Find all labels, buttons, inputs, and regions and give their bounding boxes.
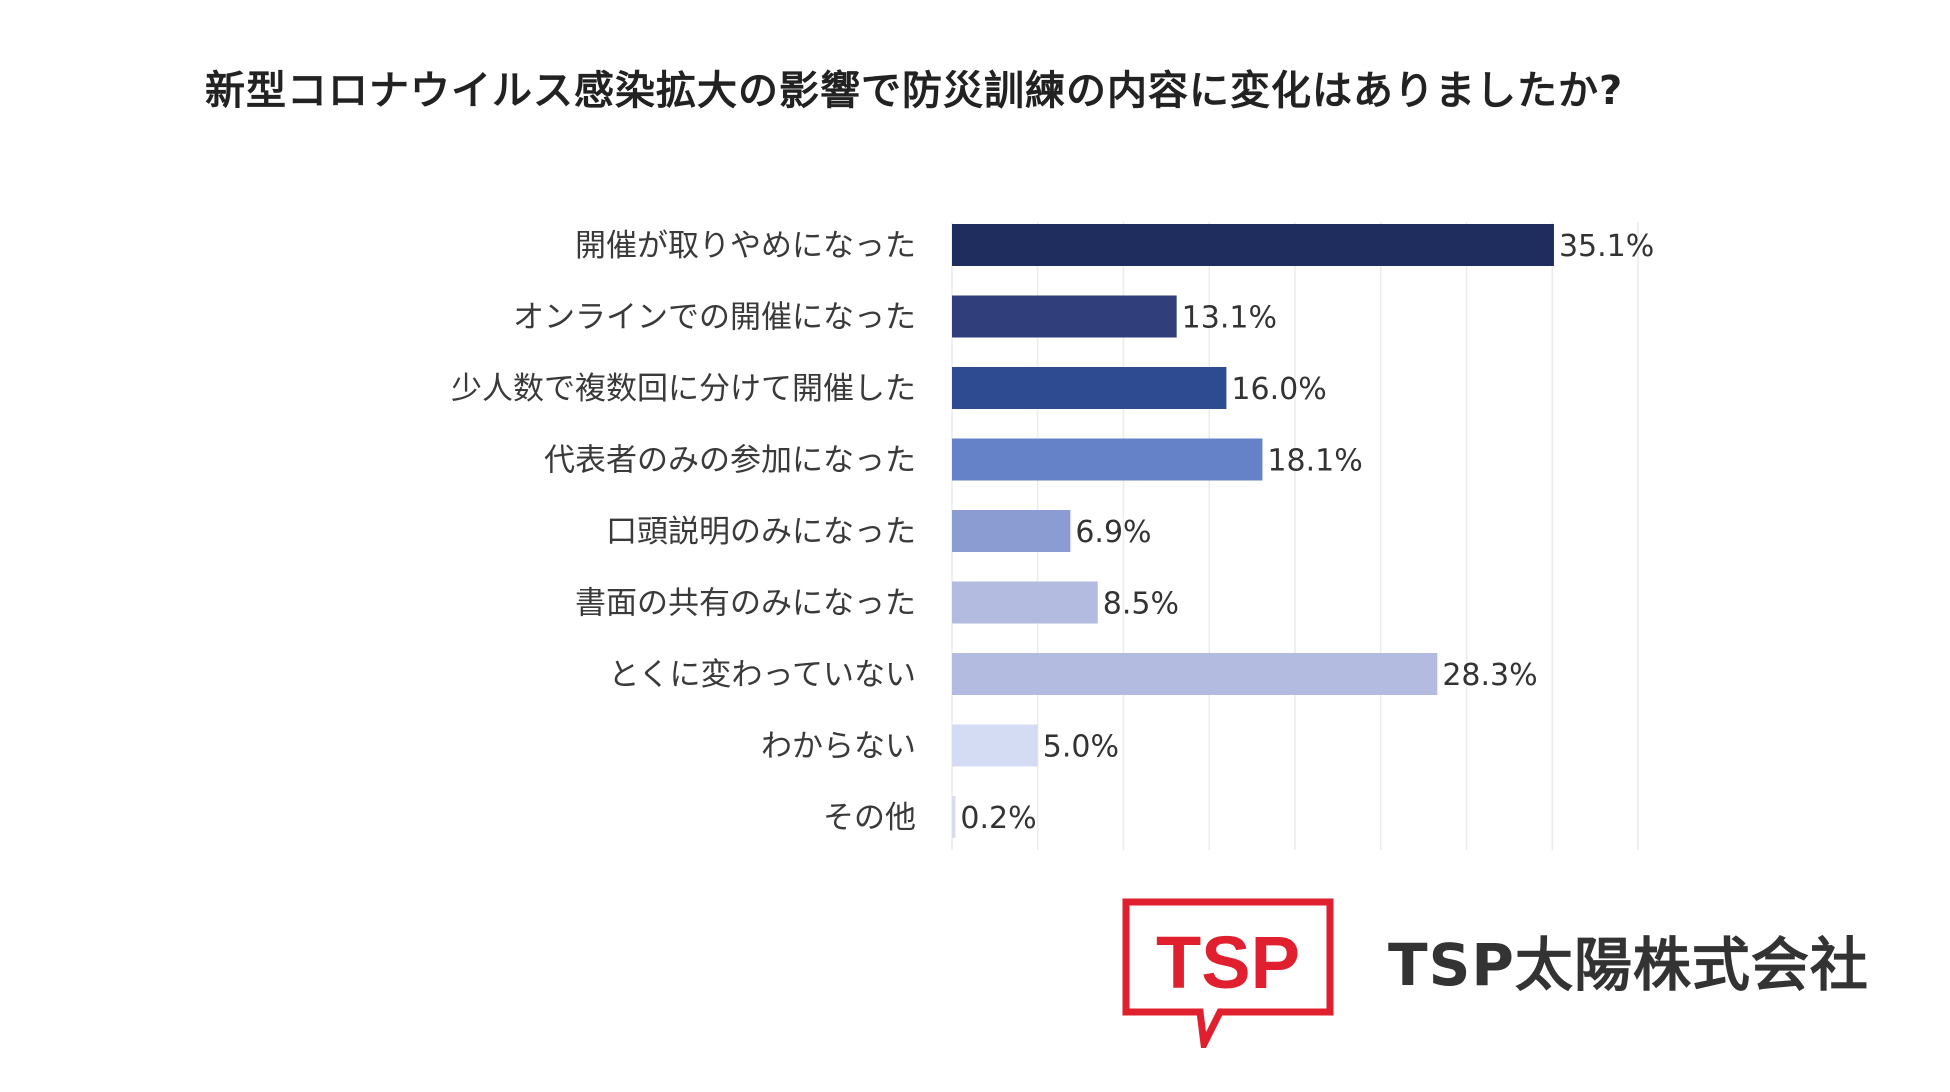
category-label: わからない: [761, 729, 916, 765]
value-label: 5.0%: [1043, 730, 1119, 765]
category-label: 代表者のみの参加になった: [544, 443, 916, 479]
value-label: 8.5%: [1103, 587, 1179, 622]
category-label: その他: [823, 800, 916, 836]
bar: [952, 653, 1438, 695]
bar: [952, 438, 1263, 481]
company-name: TSP太陽株式会社: [1388, 931, 1869, 999]
logo-text: TSP: [1156, 921, 1300, 1004]
category-label: オンラインでの開催になった: [513, 300, 916, 336]
bar: [952, 724, 1038, 767]
speech-bubble-icon: [1122, 898, 1334, 1056]
value-label: 35.1%: [1559, 229, 1654, 264]
value-label: 28.3%: [1442, 658, 1537, 693]
value-label: 18.1%: [1267, 444, 1362, 479]
value-label: 6.9%: [1075, 515, 1151, 550]
value-label: 0.2%: [960, 801, 1036, 836]
bar: [952, 796, 956, 838]
category-label: 口頭説明のみになった: [606, 514, 916, 550]
value-label: 13.1%: [1182, 301, 1277, 336]
category-label: 書面の共有のみになった: [575, 586, 916, 622]
tsp-logo: TSP: [1122, 898, 1334, 1056]
category-label: 開催が取りやめになった: [575, 228, 916, 264]
bar: [952, 295, 1177, 338]
value-labels: 35.1% 13.1% 16.0% 18.1% 6.9% 8.5% 28.3% 5.0% 0.2…: [960, 229, 1654, 836]
value-label: 16.0%: [1231, 372, 1326, 407]
bar: [952, 510, 1071, 552]
category-label: とくに変わっていない: [608, 657, 916, 693]
bar: [952, 581, 1098, 624]
category-labels: 開催が取りやめになったオンラインでの開催になった少人数で複数回に分けて開催した代…: [451, 228, 916, 836]
bar: [952, 367, 1227, 409]
bars: [952, 224, 1554, 838]
bar-chart: 開催が取りやめになったオンラインでの開催になった少人数で複数回に分けて開催した代…: [451, 222, 1654, 850]
chart-title: 新型コロナウイルス感染拡大の影響で防災訓練の内容に変化はありましたか?: [205, 68, 1624, 114]
bar: [952, 224, 1554, 266]
category-label: 少人数で複数回に分けて開催した: [451, 371, 916, 407]
